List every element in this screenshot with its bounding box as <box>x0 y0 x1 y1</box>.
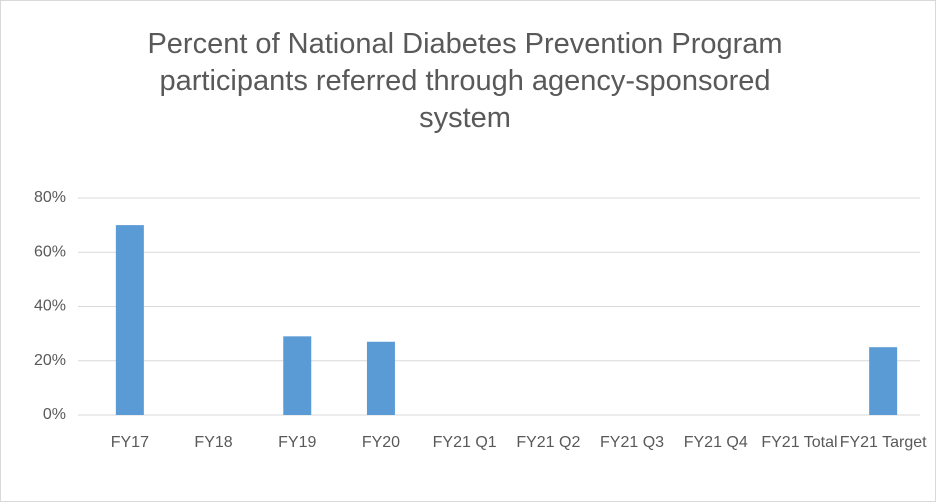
x-tick-label: FY18 <box>194 434 232 451</box>
bar <box>283 336 312 415</box>
y-tick-label: 20% <box>34 352 66 369</box>
y-tick-label: 0% <box>43 406 66 423</box>
x-tick-label: FY20 <box>362 434 400 451</box>
x-tick-label: FY21 Q3 <box>600 434 664 451</box>
x-tick-label: FY21 Q4 <box>684 434 748 451</box>
bar <box>366 341 395 415</box>
chart-title: Percent of National Diabetes Prevention … <box>147 28 783 134</box>
bar <box>115 225 144 415</box>
x-tick-label: FY21 Total <box>761 434 837 451</box>
y-tick-label: 40% <box>34 298 66 315</box>
x-tick-label: FY21 Q1 <box>433 434 497 451</box>
x-tick-label: FY17 <box>111 434 149 451</box>
bar <box>869 347 898 415</box>
y-tick-label: 80% <box>34 189 66 206</box>
x-tick-label: FY19 <box>278 434 316 451</box>
x-tick-label: FY21 Target <box>840 434 927 451</box>
y-tick-label: 60% <box>34 243 66 260</box>
x-tick-label: FY21 Q2 <box>516 434 580 451</box>
